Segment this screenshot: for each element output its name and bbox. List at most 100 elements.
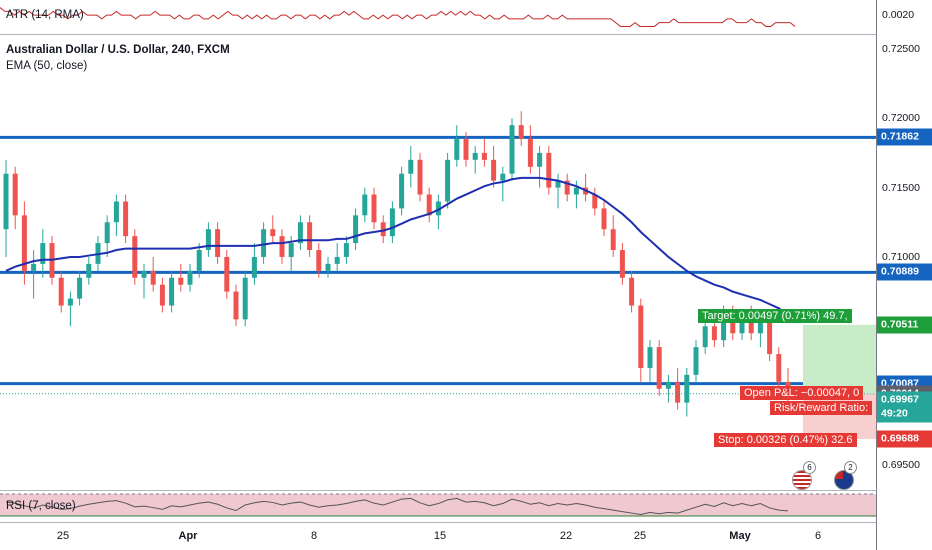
time-axis-label: May xyxy=(729,530,751,542)
candle-body xyxy=(435,201,441,216)
candle-body xyxy=(141,270,147,278)
rsi-divider[interactable] xyxy=(0,490,932,491)
time-axis-label: 15 xyxy=(433,530,447,542)
candle-body xyxy=(371,194,377,223)
atr-axis-value: 0.0020 xyxy=(882,9,915,21)
candle-body xyxy=(31,263,37,271)
candle-body xyxy=(279,236,285,257)
candle-body xyxy=(389,208,395,237)
event-count-badge[interactable]: 6 xyxy=(803,461,816,474)
price-badge: 0.70511 xyxy=(877,316,932,334)
candle-body xyxy=(619,250,625,278)
atr-legend: ATR (14, RMA) xyxy=(6,9,84,21)
price-badge: 0.69967 xyxy=(877,391,932,409)
candle-body xyxy=(656,347,662,389)
rsi-band xyxy=(0,494,876,516)
candle-body xyxy=(86,263,92,278)
candle-body xyxy=(721,312,727,341)
open-pl-label[interactable]: Open P&L: −0.00047, 0 xyxy=(740,385,864,400)
candle-body xyxy=(518,125,524,140)
rsi-pane[interactable]: RSI (7, close) xyxy=(0,491,876,521)
candle-body xyxy=(509,125,515,174)
candle-body xyxy=(205,229,211,251)
candle-body xyxy=(224,256,230,292)
candle-body xyxy=(665,381,671,389)
candle-body xyxy=(684,374,690,403)
rsi-chart xyxy=(0,493,876,517)
atr-pane[interactable]: ATR (14, RMA) xyxy=(0,0,876,34)
candle-body xyxy=(215,229,221,257)
candle-body xyxy=(408,159,414,174)
candle-body xyxy=(58,277,64,306)
price-tick-label: 0.72500 xyxy=(882,42,920,55)
time-axis-label: 8 xyxy=(310,530,318,542)
candle-body xyxy=(325,263,331,271)
event-count-badge-2[interactable]: 2 xyxy=(844,461,857,474)
candle-body xyxy=(730,312,736,334)
time-axis-label: Apr xyxy=(178,530,198,542)
candle-body xyxy=(399,173,405,209)
price-tick-label: 0.71000 xyxy=(882,250,920,263)
candle-body xyxy=(610,229,616,251)
target-label[interactable]: Target: 0.00497 (0.71%) 49.7, xyxy=(698,308,852,323)
stop-label[interactable]: Stop: 0.00326 (0.47%) 32.6 xyxy=(714,432,857,447)
atr-line xyxy=(0,7,796,27)
price-badge: 49:20 xyxy=(877,405,932,423)
candle-body xyxy=(196,250,202,271)
candle-body xyxy=(500,173,506,181)
candle-body xyxy=(21,215,27,271)
candle-body xyxy=(251,256,257,278)
candle-body xyxy=(601,208,607,230)
time-axis-label: 25 xyxy=(633,530,647,542)
price-badge: 0.71862 xyxy=(877,128,932,146)
ema-line xyxy=(5,176,789,317)
candle-body xyxy=(711,326,717,341)
candle-body xyxy=(537,152,543,167)
candle-body xyxy=(113,201,119,223)
candle-body xyxy=(629,277,635,306)
candle-body xyxy=(573,187,579,195)
candle-body xyxy=(445,159,451,202)
price-chart xyxy=(0,111,876,439)
candle-body xyxy=(187,270,193,285)
candle-body xyxy=(353,215,359,244)
candle-body xyxy=(3,173,9,230)
price-tick-label: 0.69500 xyxy=(882,459,920,472)
candle-body xyxy=(739,319,745,334)
candle-body xyxy=(463,139,469,160)
price-pane[interactable]: Australian Dollar / U.S. Dollar, 240, FX… xyxy=(0,35,876,490)
rsi-legend: RSI (7, close) xyxy=(6,500,76,512)
us-flag-icon[interactable] xyxy=(792,470,812,490)
candle-body xyxy=(426,194,432,216)
candle-body xyxy=(178,277,184,285)
candle-body xyxy=(150,270,156,285)
candle-body xyxy=(297,222,303,244)
candle-body xyxy=(77,277,83,299)
candle-body xyxy=(169,277,175,306)
candle-body xyxy=(316,250,322,271)
candle-body xyxy=(472,152,478,160)
candle-body xyxy=(693,347,699,375)
candle-body xyxy=(757,319,763,334)
candle-body xyxy=(334,256,340,264)
candle-body xyxy=(776,354,782,382)
candle-body xyxy=(546,152,552,188)
profit-zone[interactable] xyxy=(803,324,876,394)
candle-body xyxy=(702,326,708,348)
candle-body xyxy=(343,243,349,257)
price-badge: 0.69688 xyxy=(877,430,932,448)
candle-body xyxy=(362,194,368,216)
candle-body xyxy=(454,139,460,160)
atr-divider[interactable] xyxy=(0,34,932,35)
rsi-line xyxy=(5,497,789,516)
candle-body xyxy=(767,319,773,355)
price-badge: 0.70889 xyxy=(877,263,932,281)
risk-reward-label[interactable]: Risk/Reward Ratio: xyxy=(770,400,873,415)
candle-body xyxy=(159,284,165,306)
candle-body xyxy=(123,201,129,237)
candle-body xyxy=(288,243,294,257)
candle-body xyxy=(242,277,248,320)
atr-chart xyxy=(0,7,796,27)
time-axis-label: 6 xyxy=(814,530,822,542)
candle-body xyxy=(748,319,754,334)
